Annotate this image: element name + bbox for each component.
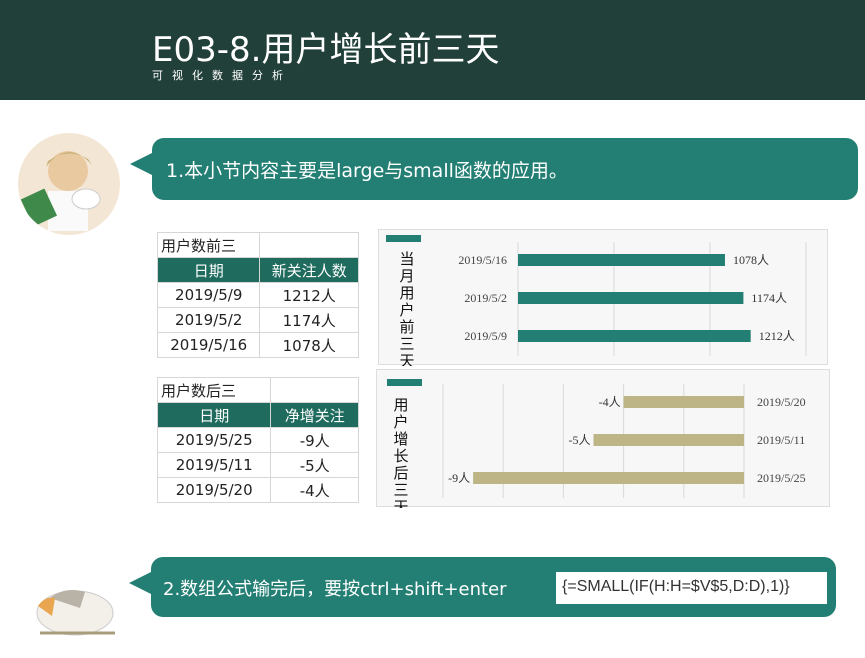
chart-title-char: 月 [399,269,414,285]
bar [518,254,725,266]
chart-title-char: 三 [399,337,414,353]
column-header: 净增关注 [270,402,359,428]
tip-bubble-1: 1.本小节内容主要是large与small函数的应用。 [130,138,858,200]
category-label: 2019/5/16 [458,253,507,267]
column-header: 新关注人数 [259,257,359,283]
page-title: E03-8.用户增长前三天 [152,30,500,70]
tip-text-1: 1.本小节内容主要是large与small函数的应用。 [166,160,568,182]
top-three-table: 用户数前三 日期 新关注人数 2019/5/9 1212人 2019/5/2 1174… [156,232,359,358]
tip-bubble-2: 2.数组公式输完后，要按ctrl+shift+enter {=SMALL(IF(… [129,557,836,617]
header-banner: E03-8.用户增长前三天 可视化数据分析 [0,0,865,100]
cat-illustration [20,578,125,638]
data-label: -4人 [599,395,621,409]
bar [518,330,751,342]
value-cell: 1212人 [259,282,359,308]
table-row: 2019/5/16 1078人 [156,332,359,358]
date-cell: 2019/5/25 [156,427,272,453]
bar [518,292,744,304]
formula-box: {=SMALL(IF(H:H=$V$5,D:D),1)} [556,572,827,604]
chart-title-char: 后 [393,465,408,482]
table-title: 用户数后三 [156,377,272,403]
table-row: 2019/5/25 -9人 [156,427,359,453]
date-cell: 2019/5/16 [156,332,261,358]
tip-text-2: 2.数组公式输完后，要按ctrl+shift+enter [163,579,507,600]
category-label: 2019/5/20 [757,395,806,409]
data-label: -9人 [448,471,470,485]
value-cell: -9人 [270,427,359,453]
legend-swatch [387,379,422,386]
category-label: 2019/5/2 [464,291,507,305]
data-label: -5人 [569,433,591,447]
chart-title-char: 用 [393,398,408,414]
top-three-chart: 当月用户前三天 1078人 2019/5/16 1174人 2019/5/2 1212人 2… [378,229,828,370]
date-cell: 2019/5/20 [156,477,272,503]
table-row: 2019/5/20 -4人 [156,477,359,503]
table-title: 用户数前三 [156,232,261,258]
bar [593,434,744,446]
bar [623,396,744,408]
column-header: 日期 [156,402,272,428]
category-label: 2019/5/11 [757,433,805,447]
data-label: 1212人 [759,329,795,343]
table-row: 2019/5/2 1174人 [156,307,359,333]
avatar-illustration [18,133,120,235]
value-cell: -5人 [270,452,359,478]
chart-title-char: 增 [393,431,408,448]
page-subtitle: 可视化数据分析 [152,69,292,82]
chart-title-char: 用 [399,286,414,302]
chart-title-char: 三 [393,483,408,499]
data-label: 1174人 [751,291,787,305]
bar [473,472,744,484]
column-header: 日期 [156,257,261,283]
date-cell: 2019/5/9 [156,282,261,308]
chart-title-char: 当 [399,251,414,268]
value-cell: -4人 [270,477,359,503]
data-label: 1078人 [733,253,769,267]
legend-swatch [386,235,421,242]
category-label: 2019/5/25 [757,471,806,485]
bottom-three-chart: 用户增长后三天 -4人 2019/5/20 -5人 2019/5/11 -9人 2019/5… [376,369,830,516]
table-row: 2019/5/9 1212人 [156,282,359,308]
chart-title-char: 户 [393,414,408,431]
value-cell: 1174人 [259,307,359,333]
category-label: 2019/5/9 [464,329,507,343]
chart-title-char: 户 [399,302,414,319]
chart-title-char: 天 [399,354,414,366]
bottom-three-table: 用户数后三 日期 净增关注 2019/5/25 -9人 2019/5/11 -5人 2… [156,377,359,503]
chart-title-char: 前 [399,319,414,336]
chart-title-char: 长 [393,448,408,465]
chart-title-char: 天 [393,500,408,508]
date-cell: 2019/5/11 [156,452,272,478]
value-cell: 1078人 [259,332,359,358]
table-row: 2019/5/11 -5人 [156,452,359,478]
date-cell: 2019/5/2 [156,307,261,333]
